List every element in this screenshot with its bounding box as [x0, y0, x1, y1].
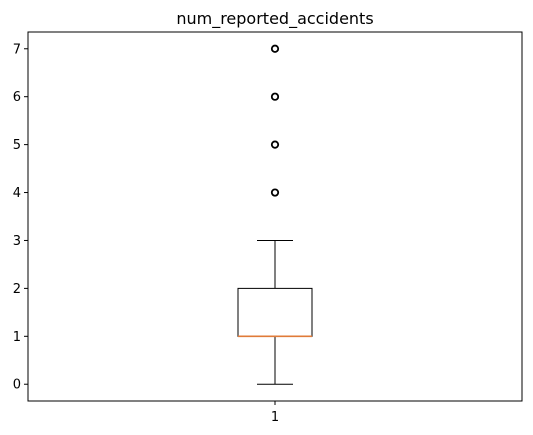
- y-tick-label: 6: [13, 90, 21, 105]
- chart-title: num_reported_accidents: [176, 9, 373, 29]
- plot-frame: [27, 31, 523, 402]
- y-tick-label: 0: [13, 378, 21, 393]
- y-tick-label: 3: [13, 234, 21, 249]
- outlier-point: [270, 140, 280, 149]
- outlier-point: [270, 92, 280, 101]
- outlier-point: [270, 188, 280, 197]
- y-tick-label: 5: [13, 138, 21, 153]
- x-tick-label: 1: [271, 410, 279, 425]
- y-tick-label: 1: [13, 330, 21, 345]
- y-tick-label: 2: [13, 282, 21, 297]
- outlier-point: [270, 44, 280, 53]
- plot-area: 0 1 2 3 4 5 6 7 1: [13, 42, 313, 425]
- y-tick-label: 4: [13, 186, 21, 201]
- y-tick-label: 7: [13, 42, 21, 57]
- iqr-box: [237, 287, 313, 337]
